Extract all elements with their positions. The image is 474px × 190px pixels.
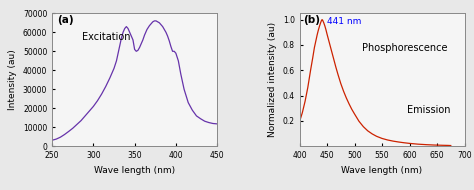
Text: Phosphorescence: Phosphorescence xyxy=(362,43,448,53)
Text: Excitation: Excitation xyxy=(82,32,130,42)
Text: 441 nm: 441 nm xyxy=(327,17,361,26)
Text: Emission: Emission xyxy=(407,105,450,115)
Y-axis label: Intensity (au): Intensity (au) xyxy=(9,49,18,110)
Text: (b): (b) xyxy=(303,15,320,25)
X-axis label: Wave length (nm): Wave length (nm) xyxy=(94,166,175,175)
X-axis label: Wave length (nm): Wave length (nm) xyxy=(341,166,423,175)
Y-axis label: Normalized intensity (au): Normalized intensity (au) xyxy=(268,22,277,137)
Text: (a): (a) xyxy=(57,15,74,25)
